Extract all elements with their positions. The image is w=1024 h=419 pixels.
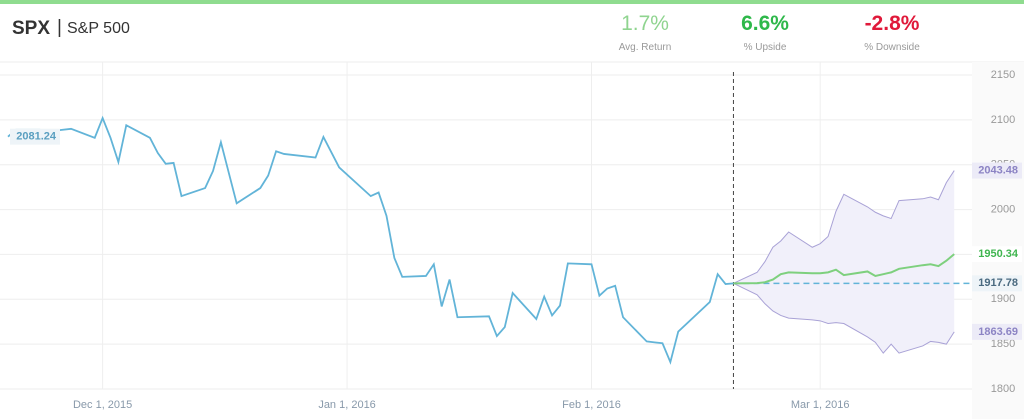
symbol: SPX [12, 18, 51, 39]
forecast-median [733, 253, 955, 285]
stat: -2.8% % Downside [837, 12, 947, 53]
stat-value: 1.7% [621, 12, 669, 35]
forecast-upper [733, 170, 955, 284]
value-label: 1863.69 [978, 326, 1018, 338]
x-tick-label: Mar 1, 2016 [791, 399, 850, 411]
stat-value: -2.8% [864, 12, 920, 35]
x-tick-label: Jan 1, 2016 [318, 399, 376, 411]
value-label: 2043.48 [978, 164, 1018, 176]
value-label-box [10, 128, 60, 145]
y-tick-label: 1850 [991, 338, 1015, 350]
header: SPX | S&P 500 1.7% Avg. Return 6.6% % Up… [0, 4, 1024, 64]
forecast-band [733, 170, 955, 354]
forecast-lower [733, 282, 955, 354]
y-tick-label: 2100 [991, 114, 1015, 126]
stat-value: 6.6% [741, 12, 789, 35]
y-tick-label: 1900 [991, 293, 1015, 305]
y-tick-label: 2150 [991, 69, 1015, 81]
stat-label: % Downside [864, 42, 920, 53]
stat-label: % Upside [743, 42, 787, 53]
instrument-name: S&P 500 [67, 20, 130, 37]
stat: 6.6% % Upside [710, 12, 820, 53]
price-line [7, 115, 734, 365]
value-label: 1917.78 [978, 277, 1018, 289]
value-label: 2081.24 [16, 131, 57, 143]
value-label: 1950.34 [978, 248, 1019, 260]
value-label-box [972, 246, 1022, 263]
stat-label: Avg. Return [618, 42, 672, 53]
chart: 18001850190019502000205021002150Dec 1, 2… [0, 61, 1024, 419]
x-tick-label: Dec 1, 2015 [73, 399, 132, 411]
value-label-box [972, 275, 1022, 292]
value-label-box [972, 162, 1022, 179]
separator: | [57, 17, 62, 38]
y-tick-label: 1800 [991, 383, 1015, 395]
x-tick-label: Feb 1, 2016 [562, 399, 621, 411]
y-tick-label: 2000 [991, 203, 1015, 215]
value-label-box [972, 323, 1022, 340]
axis-band [972, 62, 1024, 419]
stat: 1.7% Avg. Return [590, 12, 700, 53]
